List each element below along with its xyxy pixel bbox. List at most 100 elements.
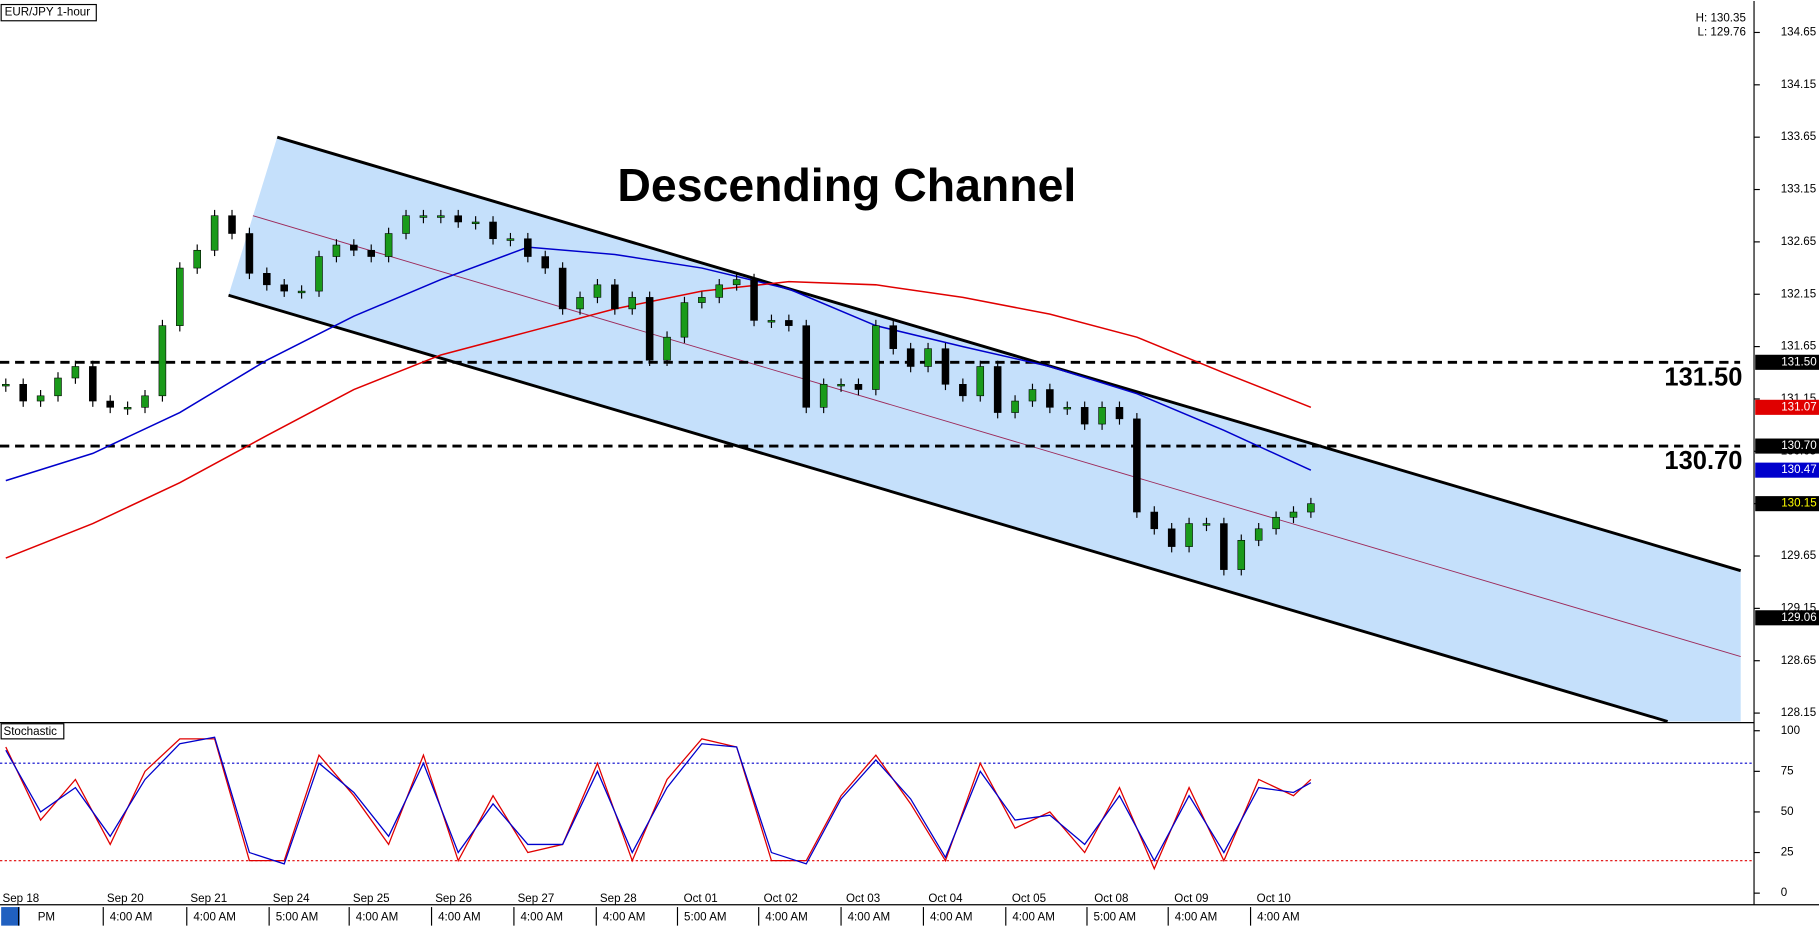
- time-label: 4:00 AM: [193, 911, 236, 924]
- candle: [750, 279, 758, 321]
- candle: [1272, 516, 1280, 530]
- candle: [1289, 511, 1298, 518]
- candle: [158, 325, 167, 397]
- candle: [558, 267, 567, 310]
- y-tick-label: 128.15: [1781, 706, 1816, 719]
- candle: [193, 249, 201, 269]
- time-label: 4:00 AM: [930, 911, 973, 924]
- candle: [941, 348, 950, 385]
- channel-lower: [228, 293, 1669, 723]
- time-label: 4:00 AM: [1012, 911, 1055, 924]
- symbol: EUR/JPY 1-hour: [5, 6, 91, 19]
- channel-fill: [228, 137, 1741, 722]
- time-label: 4:00 AM: [356, 911, 399, 924]
- moving-average: [5, 246, 1312, 482]
- price-label: 131.07: [1781, 400, 1816, 413]
- candle: [680, 302, 689, 338]
- candle: [628, 297, 637, 310]
- price-label-box: [1755, 354, 1819, 370]
- candle: [645, 297, 654, 361]
- candle: [785, 320, 793, 326]
- price-label: 131.50: [1781, 355, 1816, 368]
- price-label: 130.15: [1781, 497, 1816, 510]
- candle: [245, 233, 254, 274]
- candle: [36, 395, 45, 402]
- candle: [454, 215, 463, 223]
- moving-average: [5, 280, 1312, 559]
- candle: [715, 284, 724, 298]
- candle: [663, 336, 671, 361]
- candle: [906, 348, 915, 367]
- price-label: 130.47: [1781, 463, 1816, 476]
- candle: [419, 215, 428, 218]
- time-label: 4:00 AM: [520, 911, 563, 924]
- candle: [1063, 407, 1072, 410]
- candle: [976, 366, 985, 397]
- candle: [176, 267, 184, 326]
- candle: [819, 383, 828, 408]
- candle: [767, 320, 776, 323]
- candle: [889, 325, 898, 349]
- time-label: 4:00 AM: [110, 911, 153, 924]
- y-tick-label: 134.65: [1781, 26, 1816, 39]
- candle: [106, 400, 114, 408]
- date-label: Oct 08: [1094, 892, 1128, 905]
- date-label: Sep 26: [435, 892, 472, 905]
- candle: [1115, 407, 1124, 420]
- candle: [1150, 511, 1159, 530]
- candle: [1220, 523, 1228, 570]
- candle: [297, 290, 306, 294]
- candle: [924, 348, 932, 367]
- candle: [993, 366, 1002, 413]
- candle: [471, 221, 480, 225]
- price-label-box: [1755, 399, 1819, 415]
- channel-upper: [276, 135, 1742, 573]
- date-label: Sep 24: [273, 892, 310, 905]
- time-label: 5:00 AM: [684, 911, 727, 924]
- symbol-box: [0, 3, 97, 22]
- stoch-tick-label: 50: [1781, 805, 1794, 818]
- candle: [332, 244, 341, 257]
- candle: [1098, 407, 1106, 425]
- candle: [210, 215, 219, 251]
- candle: [1046, 389, 1054, 408]
- price-label-box: [1755, 438, 1819, 454]
- menu-icon[interactable]: [1, 907, 20, 926]
- level-label: 130.70: [1664, 447, 1742, 475]
- time-label: 4:00 AM: [1175, 911, 1218, 924]
- stoch-tick-label: 75: [1781, 764, 1794, 777]
- time-label: 5:00 AM: [1094, 911, 1137, 924]
- candle: [872, 325, 880, 390]
- candle: [54, 377, 62, 397]
- candle: [123, 407, 132, 410]
- date-label: Sep 20: [107, 892, 144, 905]
- plot: [0, 135, 1742, 723]
- candle: [837, 383, 845, 387]
- candle: [506, 238, 515, 241]
- indicator-box: [0, 723, 65, 740]
- candle: [1254, 528, 1263, 541]
- stoch-tick-label: 100: [1781, 724, 1800, 737]
- price-label-box: [1755, 496, 1819, 512]
- candle: [89, 366, 97, 402]
- candle: [541, 256, 550, 269]
- channel-middle: [252, 215, 1741, 657]
- stoch-line: [5, 738, 1312, 871]
- candle: [280, 284, 288, 292]
- y-tick-label: 129.65: [1781, 549, 1816, 562]
- candle: [576, 297, 584, 310]
- date-label: Oct 02: [764, 892, 798, 905]
- candle: [854, 383, 863, 390]
- date-label: Sep 28: [600, 892, 637, 905]
- candle: [524, 238, 532, 257]
- date-label: Oct 04: [928, 892, 963, 905]
- candle: [802, 325, 811, 408]
- candle: [367, 249, 375, 257]
- candle: [1080, 407, 1089, 425]
- stoch-tick-label: 0: [1781, 886, 1787, 899]
- time-label: 4:00 AM: [765, 911, 808, 924]
- candle: [593, 284, 602, 298]
- y-tick-label: 132.65: [1781, 235, 1816, 248]
- time-label: PM: [38, 911, 55, 924]
- candle: [402, 215, 410, 234]
